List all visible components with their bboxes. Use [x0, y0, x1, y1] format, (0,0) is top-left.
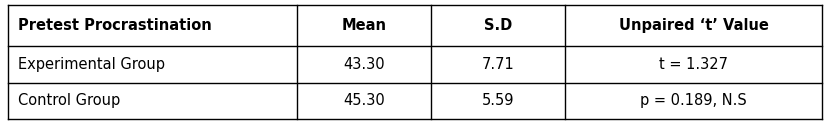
Text: 7.71: 7.71	[482, 57, 515, 72]
Text: Experimental Group: Experimental Group	[18, 57, 165, 72]
Text: 5.59: 5.59	[482, 93, 515, 108]
Text: 45.30: 45.30	[344, 93, 385, 108]
Text: Control Group: Control Group	[18, 93, 120, 108]
Text: Unpaired ‘t’ Value: Unpaired ‘t’ Value	[618, 18, 769, 33]
Text: t = 1.327: t = 1.327	[659, 57, 728, 72]
Text: Pretest Procrastination: Pretest Procrastination	[18, 18, 212, 33]
Text: 43.30: 43.30	[344, 57, 385, 72]
Text: Mean: Mean	[342, 18, 387, 33]
Text: p = 0.189, N.S: p = 0.189, N.S	[640, 93, 747, 108]
Text: S.D: S.D	[484, 18, 512, 33]
